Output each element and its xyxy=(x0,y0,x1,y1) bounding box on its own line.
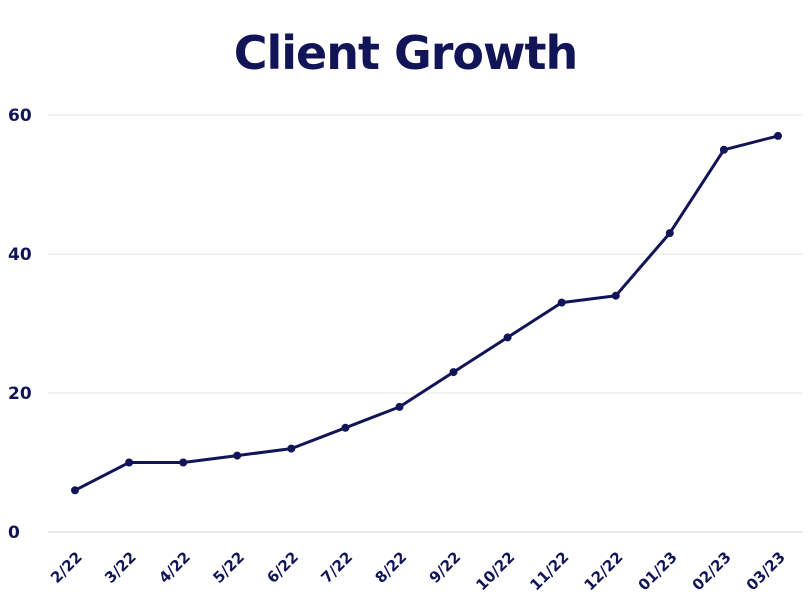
data-point-4-22 xyxy=(179,458,188,467)
x-tick-label-6-22: 6/22 xyxy=(263,548,302,587)
y-tick-label-60: 60 xyxy=(8,106,32,126)
x-tick-label-5-22: 5/22 xyxy=(209,548,248,587)
data-point-01-23 xyxy=(665,229,674,238)
data-point-10-22 xyxy=(503,333,512,342)
y-tick-label-40: 40 xyxy=(8,245,32,265)
data-point-2-22 xyxy=(71,486,79,495)
data-point-03-23 xyxy=(774,131,782,140)
data-point-6-22 xyxy=(287,444,296,453)
data-point-9-22 xyxy=(449,368,458,377)
x-tick-label-2-22: 2/22 xyxy=(47,548,86,587)
data-point-8-22 xyxy=(395,402,404,411)
data-point-02-23 xyxy=(719,145,728,154)
data-points xyxy=(71,131,782,495)
y-tick-label-0: 0 xyxy=(8,523,20,543)
x-tick-label-4-22: 4/22 xyxy=(155,548,194,587)
chart-title: Client Growth xyxy=(233,26,579,80)
x-tick-label-3-22: 3/22 xyxy=(101,548,140,587)
x-axis-labels: 2/22 3/22 4/22 5/22 6/22 7/22 8/22 9/22 10/22 11/… xyxy=(47,548,789,594)
x-tick-label-10-22: 10/22 xyxy=(472,548,518,594)
y-axis-ticks: 0 20 40 60 xyxy=(8,106,32,543)
x-tick-label-12-22: 12/22 xyxy=(580,548,626,594)
data-point-7-22 xyxy=(341,423,350,432)
x-tick-label-01-23: 01/23 xyxy=(635,548,681,594)
x-tick-label-8-22: 8/22 xyxy=(372,548,411,587)
x-tick-label-02-23: 02/23 xyxy=(689,548,735,594)
series-line-clients xyxy=(73,134,780,492)
series-layer xyxy=(73,134,780,492)
x-tick-label-11-22: 11/22 xyxy=(526,548,572,594)
x-tick-label-9-22: 9/22 xyxy=(426,548,465,587)
grid-layer xyxy=(48,114,803,533)
data-point-11-22 xyxy=(557,298,566,307)
x-tick-label-7-22: 7/22 xyxy=(317,548,356,587)
data-point-12-22 xyxy=(611,291,620,300)
x-tick-label-03-23: 03/23 xyxy=(743,548,789,594)
data-point-5-22 xyxy=(233,451,242,460)
y-tick-label-20: 20 xyxy=(8,384,32,404)
data-point-3-22 xyxy=(125,458,134,467)
